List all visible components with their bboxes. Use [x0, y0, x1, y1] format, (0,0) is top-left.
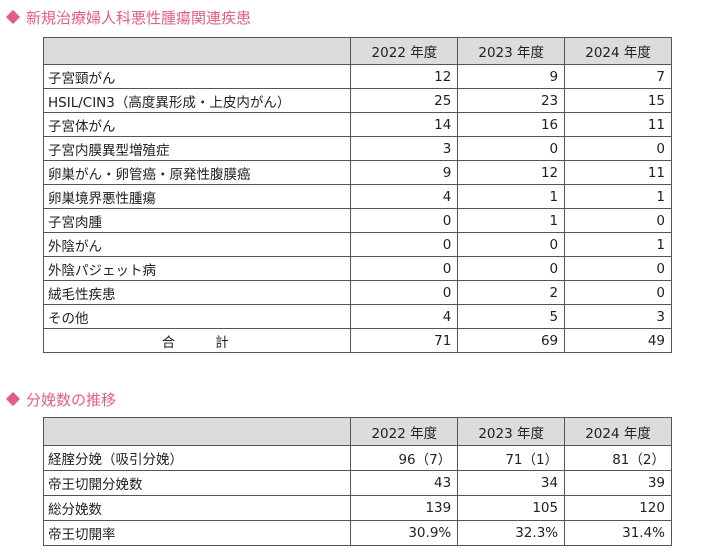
row-value: 0	[564, 136, 672, 161]
row-value: 0	[457, 256, 566, 281]
header-year-2023: 2023 年度	[457, 417, 566, 446]
header-year-2022: 2022 年度	[350, 37, 459, 65]
header-blank-cell	[42, 37, 352, 65]
header-blank-cell	[42, 417, 352, 446]
row-value: 0	[564, 280, 672, 305]
table-row: その他 4 5 3	[42, 304, 672, 329]
row-label: 経腟分娩（吸引分娩）	[42, 445, 352, 471]
gyn-malignancy-table: 2022 年度 2023 年度 2024 年度 子宮頸がん 12 9 7 HSIL/CI…	[42, 37, 672, 353]
row-value: 11	[564, 160, 672, 185]
table-header-row: 2022 年度 2023 年度 2024 年度	[42, 417, 672, 446]
row-value: 105	[457, 495, 566, 521]
total-value: 69	[457, 328, 566, 353]
row-label: その他	[42, 304, 352, 329]
row-value: 0	[564, 208, 672, 233]
table-row: 子宮体がん 14 16 11	[42, 112, 672, 137]
row-label: 外陰がん	[42, 232, 352, 257]
row-value: 71（1）	[457, 445, 566, 471]
total-value: 71	[350, 328, 459, 353]
row-label: 外陰パジェット病	[42, 256, 352, 281]
table-row: 子宮肉腫 0 1 0	[42, 208, 672, 233]
row-value: 32.3%	[457, 520, 566, 546]
header-year-2024: 2024 年度	[564, 417, 672, 446]
row-label: 総分娩数	[42, 495, 352, 521]
row-value: 3	[564, 304, 672, 329]
table-row: 帝王切開率 30.9% 32.3% 31.4%	[42, 520, 672, 546]
table-row: 総分娩数 139 105 120	[42, 495, 672, 521]
row-label: 卵巣境界悪性腫瘍	[42, 184, 352, 209]
row-value: 11	[564, 112, 672, 137]
row-value: 23	[457, 88, 566, 113]
row-value: 12	[457, 160, 566, 185]
section-title-text: 新規治療婦人科悪性腫瘍関連疾患	[26, 8, 252, 27]
delivery-table: 2022 年度 2023 年度 2024 年度 経腟分娩（吸引分娩） 96（7） 7…	[42, 417, 672, 546]
row-value: 0	[350, 208, 459, 233]
row-value: 5	[457, 304, 566, 329]
row-value: 4	[350, 184, 459, 209]
row-value: 96（7）	[350, 445, 459, 471]
table-row: 外陰がん 0 0 1	[42, 232, 672, 257]
table-row: HSIL/CIN3（高度異形成・上皮内がん） 25 23 15	[42, 88, 672, 113]
table-row: 絨毛性疾患 0 2 0	[42, 280, 672, 305]
section-title-text: 分娩数の推移	[26, 390, 117, 409]
row-value: 0	[350, 232, 459, 257]
row-value: 0	[350, 280, 459, 305]
table-row: 卵巣がん・卵管癌・原発性腹膜癌 9 12 11	[42, 160, 672, 185]
header-year-2024: 2024 年度	[564, 37, 672, 65]
total-value: 49	[564, 328, 672, 353]
row-value: 34	[457, 470, 566, 496]
table-row: 子宮内膜異型増殖症 3 0 0	[42, 136, 672, 161]
row-label: HSIL/CIN3（高度異形成・上皮内がん）	[42, 88, 352, 113]
total-label: 合計	[42, 328, 352, 353]
row-value: 7	[564, 64, 672, 89]
row-value: 2	[457, 280, 566, 305]
row-label: 子宮体がん	[42, 112, 352, 137]
row-value: 139	[350, 495, 459, 521]
table-row: 卵巣境界悪性腫瘍 4 1 1	[42, 184, 672, 209]
row-value: 31.4%	[564, 520, 672, 546]
row-label: 卵巣がん・卵管癌・原発性腹膜癌	[42, 160, 352, 185]
row-value: 43	[350, 470, 459, 496]
row-value: 16	[457, 112, 566, 137]
header-year-2023: 2023 年度	[457, 37, 566, 65]
row-label: 帝王切開分娩数	[42, 470, 352, 496]
row-value: 0	[350, 256, 459, 281]
header-year-2022: 2022 年度	[350, 417, 459, 446]
table-row: 帝王切開分娩数 43 34 39	[42, 470, 672, 496]
row-value: 120	[564, 495, 672, 521]
row-value: 39	[564, 470, 672, 496]
diamond-bullet-icon	[5, 391, 21, 407]
row-value: 25	[350, 88, 459, 113]
row-label: 絨毛性疾患	[42, 280, 352, 305]
row-value: 15	[564, 88, 672, 113]
row-value: 14	[350, 112, 459, 137]
row-value: 0	[457, 232, 566, 257]
row-value: 12	[350, 64, 459, 89]
row-value: 0	[564, 256, 672, 281]
row-label: 子宮内膜異型増殖症	[42, 136, 352, 161]
section-title-gyn: 新規治療婦人科悪性腫瘍関連疾患	[5, 7, 252, 27]
row-label: 子宮頸がん	[42, 64, 352, 89]
table-row: 経腟分娩（吸引分娩） 96（7） 71（1） 81（2）	[42, 445, 672, 471]
table-row: 子宮頸がん 12 9 7	[42, 64, 672, 89]
row-value: 1	[564, 232, 672, 257]
row-value: 1	[564, 184, 672, 209]
row-value: 9	[350, 160, 459, 185]
table-header-row: 2022 年度 2023 年度 2024 年度	[42, 37, 672, 65]
table-row: 外陰パジェット病 0 0 0	[42, 256, 672, 281]
row-label: 子宮肉腫	[42, 208, 352, 233]
row-label: 帝王切開率	[42, 520, 352, 546]
diamond-bullet-icon	[5, 9, 21, 25]
row-value: 4	[350, 304, 459, 329]
row-value: 30.9%	[350, 520, 459, 546]
total-row: 合計 71 69 49	[42, 328, 672, 353]
row-value: 81（2）	[564, 445, 672, 471]
row-value: 1	[457, 184, 566, 209]
row-value: 0	[457, 136, 566, 161]
row-value: 9	[457, 64, 566, 89]
row-value: 3	[350, 136, 459, 161]
section-title-delivery: 分娩数の推移	[5, 389, 117, 409]
row-value: 1	[457, 208, 566, 233]
